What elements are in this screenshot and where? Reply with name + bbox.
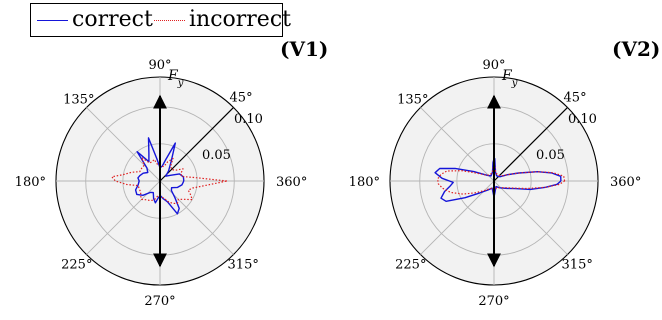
reference-line-45 bbox=[159, 107, 234, 182]
radial-tick-label: 0.10 bbox=[568, 112, 597, 127]
radial-tick-label: 0.05 bbox=[536, 148, 565, 163]
angular-grid-line bbox=[493, 180, 568, 255]
legend: correct incorrect bbox=[30, 3, 291, 37]
series-incorrect bbox=[111, 157, 228, 205]
angle-tick-label: 225° bbox=[61, 258, 92, 273]
legend-incorrect-swatch bbox=[154, 20, 185, 21]
series-correct bbox=[134, 137, 185, 215]
angular-grid-line bbox=[420, 180, 495, 255]
legend-incorrect-label: incorrect bbox=[189, 7, 291, 32]
angle-tick-label: 270° bbox=[144, 294, 175, 309]
angular-grid-line bbox=[420, 107, 495, 182]
radial-tick-label: 0.10 bbox=[234, 112, 263, 127]
angle-tick-label: 135° bbox=[397, 92, 428, 107]
angle-tick-label: 360° bbox=[276, 175, 307, 190]
angle-tick-label: 315° bbox=[228, 258, 259, 273]
angle-tick-label: 270° bbox=[478, 294, 509, 309]
angle-tick-label: 180° bbox=[349, 175, 380, 190]
angle-tick-label: 45° bbox=[230, 90, 253, 105]
angle-tick-label: 45° bbox=[564, 90, 587, 105]
panel-label-v1: (V1) bbox=[280, 37, 329, 61]
legend-correct-swatch bbox=[37, 20, 68, 21]
radial-tick-label: 0.05 bbox=[202, 148, 231, 163]
angle-tick-label: 180° bbox=[15, 175, 46, 190]
reference-line-45 bbox=[493, 107, 568, 182]
angle-tick-label: 90° bbox=[482, 58, 505, 73]
angle-tick-label: 135° bbox=[63, 92, 94, 107]
panel-label-v2: (V2) bbox=[612, 37, 661, 61]
legend-correct-label: correct bbox=[72, 7, 153, 32]
angle-tick-label: 90° bbox=[148, 58, 171, 73]
angle-tick-label: 315° bbox=[562, 258, 593, 273]
angle-tick-label: 360° bbox=[610, 175, 641, 190]
angle-tick-label: 225° bbox=[395, 258, 426, 273]
